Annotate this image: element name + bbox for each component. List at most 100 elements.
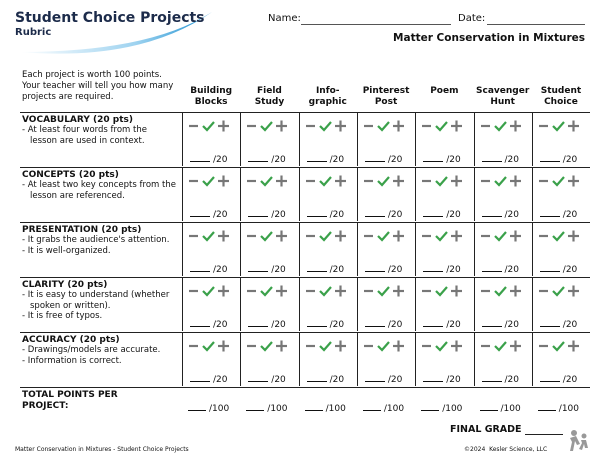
score-blank	[248, 372, 269, 382]
column-header: Pinterest Post	[362, 86, 410, 107]
score-max: /20	[329, 375, 345, 385]
score-blank	[364, 317, 385, 327]
final-grade: FINAL GRADE	[450, 424, 522, 435]
date-label: Date:	[458, 13, 486, 24]
score-cell-icons	[480, 227, 524, 246]
column-divider	[473, 168, 475, 221]
score-blank	[306, 152, 327, 162]
column-divider	[531, 278, 533, 331]
total-blank	[479, 401, 498, 411]
score-blank	[539, 317, 560, 327]
score-cell-icons	[538, 337, 582, 356]
column-divider	[298, 278, 300, 331]
score-max: /20	[446, 155, 461, 165]
score-icons	[247, 340, 288, 352]
score-icons	[538, 175, 579, 187]
score-cell: /20	[364, 152, 403, 165]
total-cell: /100	[304, 401, 346, 414]
score-cell-icons	[480, 282, 524, 301]
score-cell: /20	[423, 372, 461, 385]
column-divider	[356, 278, 358, 331]
score-blank	[248, 317, 269, 327]
criterion-title: CLARITY (20 pts)	[22, 280, 108, 290]
criterion: PRESENTATION (20 pts) - It grabs the audi…	[22, 225, 176, 256]
subtitle: Rubric	[15, 27, 52, 38]
score-blank	[481, 152, 502, 162]
score-cell-icons	[363, 117, 407, 136]
total-blank	[421, 401, 440, 411]
score-cell: /20	[481, 372, 519, 385]
score-cell-icons	[305, 282, 349, 301]
score-blank	[364, 207, 385, 217]
score-cell-icons	[480, 117, 524, 136]
score-blank	[481, 207, 502, 217]
criterion: CLARITY (20 pts) - It is easy to understa…	[22, 280, 176, 322]
score-max: /20	[387, 320, 403, 330]
column-divider	[356, 223, 358, 276]
column-divider	[298, 168, 300, 221]
score-max: /20	[213, 375, 228, 385]
score-icons	[363, 285, 404, 297]
score-blank	[423, 317, 444, 327]
score-cell-icons	[188, 172, 232, 191]
footer-right: ©2024 Kesler Science, LLC	[464, 446, 548, 453]
column-divider	[356, 168, 358, 221]
score-cell-icons	[538, 172, 582, 191]
total-blank	[537, 401, 556, 411]
score-icons	[363, 340, 404, 352]
score-icons	[538, 230, 579, 242]
score-blank	[364, 262, 385, 272]
score-cell-icons	[246, 282, 290, 301]
total-cell: /100	[246, 401, 288, 414]
column-divider	[298, 223, 300, 276]
criterion-item: - It is free of typos.	[22, 311, 103, 321]
criterion: VOCABULARY (20 pts) - At least four words…	[22, 115, 176, 146]
score-icons	[538, 285, 579, 297]
criterion-item: - At least two key concepts from the les…	[22, 180, 176, 201]
score-icons	[247, 120, 288, 132]
score-cell-icons	[421, 282, 465, 301]
score-cell: /20	[190, 372, 227, 385]
score-cell: /20	[423, 152, 461, 165]
score-blank	[306, 207, 327, 217]
score-cell-icons	[538, 282, 582, 301]
name-label: Name:	[268, 13, 301, 24]
score-blank	[306, 262, 327, 272]
score-icons	[247, 230, 288, 242]
column-divider	[182, 168, 183, 221]
score-cell: /20	[190, 317, 227, 330]
score-blank	[190, 372, 210, 382]
score-blank	[248, 152, 269, 162]
score-max: /20	[446, 320, 461, 330]
topic: Matter Conservation in Mixtures	[393, 32, 585, 44]
score-icons	[363, 230, 404, 242]
score-blank	[539, 207, 560, 217]
score-icons	[189, 285, 229, 297]
score-max: /20	[329, 320, 345, 330]
column-divider	[356, 113, 358, 166]
score-cell-icons	[305, 227, 349, 246]
score-max: /20	[446, 375, 461, 385]
score-blank	[190, 207, 210, 217]
score-max: /20	[387, 155, 403, 165]
column-divider	[240, 223, 242, 276]
score-cell: /20	[364, 317, 403, 330]
score-cell: /20	[539, 317, 577, 330]
score-max: /20	[446, 210, 461, 220]
score-max: /20	[562, 155, 578, 165]
total-cell: /100	[479, 401, 521, 414]
score-cell: /20	[539, 372, 577, 385]
column-divider	[531, 168, 533, 221]
column-divider	[240, 113, 242, 166]
score-icons	[189, 175, 229, 187]
column-divider	[298, 113, 300, 166]
score-max: /20	[329, 265, 345, 275]
row-rule	[20, 277, 591, 278]
score-cell: /20	[423, 262, 461, 275]
score-cell-icons	[421, 227, 465, 246]
score-icons	[538, 340, 579, 352]
date-line	[487, 24, 585, 25]
score-icons	[189, 230, 229, 242]
criterion-item: - Information is correct.	[22, 355, 122, 366]
score-cell: /20	[481, 317, 519, 330]
